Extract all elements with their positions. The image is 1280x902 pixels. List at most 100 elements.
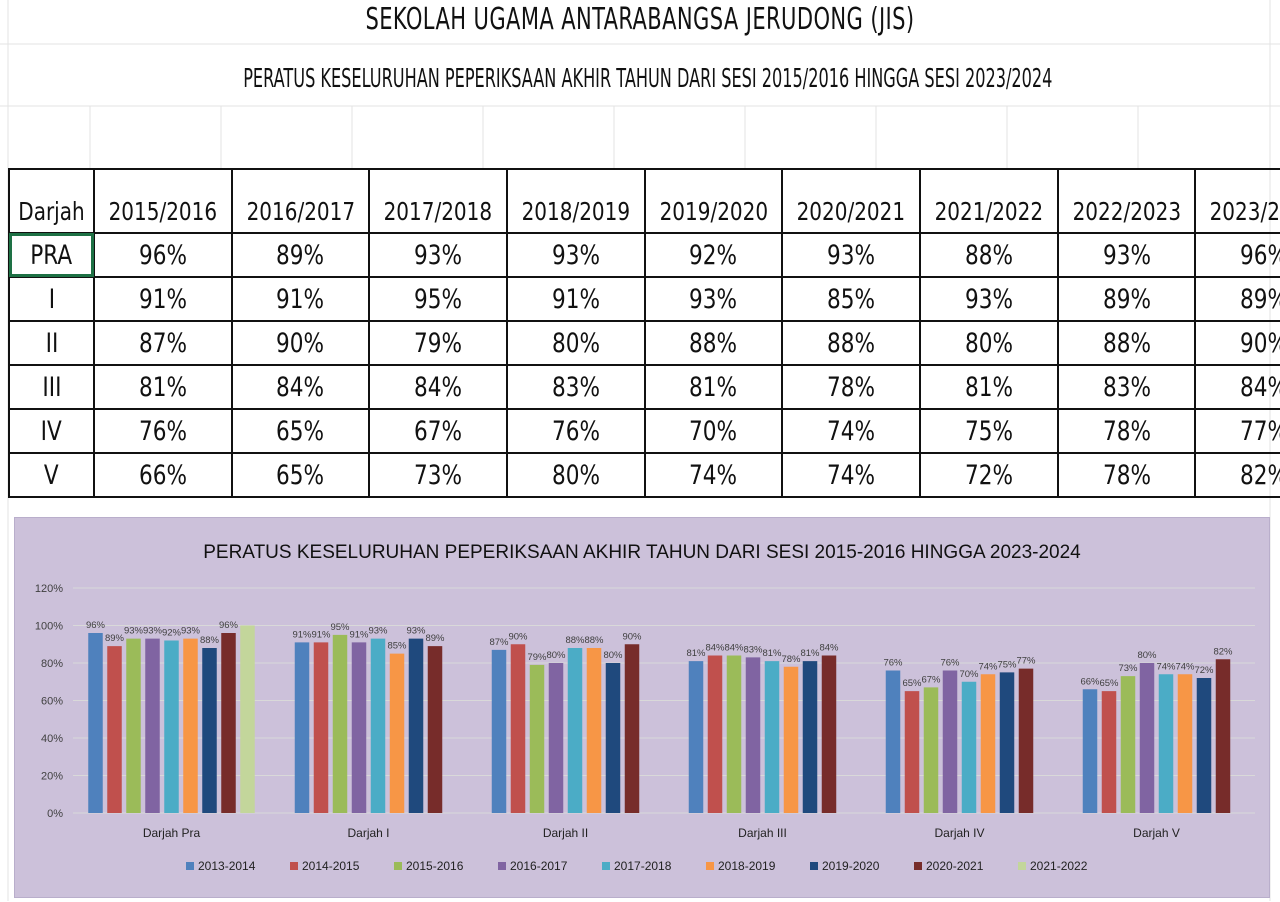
table-cell[interactable]: 77% [1194, 408, 1280, 454]
table-cell[interactable]: 67% [368, 408, 508, 454]
table-cell[interactable]: 80% [505, 452, 646, 498]
table-cell[interactable]: 76% [505, 408, 646, 454]
table-cell[interactable]: 88% [919, 232, 1059, 278]
header-cell[interactable]: 2015/2016 [92, 168, 233, 234]
table-cell[interactable]: 82% [1194, 452, 1280, 498]
table-cell[interactable]: 91% [505, 276, 646, 322]
table-cell[interactable]: 80% [505, 320, 646, 366]
table-cell[interactable]: 84% [368, 364, 508, 410]
table-cell[interactable]: 89% [1056, 276, 1197, 322]
table-cell[interactable]: 88% [643, 320, 784, 366]
table-cell[interactable]: 81% [643, 364, 784, 410]
table-cell[interactable]: 83% [1056, 364, 1197, 410]
table-cell[interactable]: 93% [368, 232, 508, 278]
header-cell[interactable]: 2016/2017 [230, 168, 371, 234]
header-cell[interactable]: 2020/2021 [781, 168, 921, 234]
table-cell[interactable]: 89% [1194, 276, 1280, 322]
table-cell[interactable]: 90% [230, 320, 371, 366]
table-cell[interactable]: 93% [1056, 232, 1197, 278]
table-cell[interactable]: 65% [230, 452, 371, 498]
table-cell[interactable]: 84% [230, 364, 371, 410]
x-tick-label: Darjah V [1133, 826, 1180, 840]
table-cell[interactable]: 72% [919, 452, 1059, 498]
table-cell[interactable]: 91% [92, 276, 233, 322]
table-cell[interactable]: 90% [1194, 320, 1280, 366]
data-label: 83% [743, 644, 763, 655]
header-cell[interactable]: Darjah [8, 168, 95, 234]
legend-swatch [602, 862, 610, 870]
table-cell[interactable]: 75% [919, 408, 1059, 454]
table-cell[interactable]: 93% [781, 232, 921, 278]
table-row: IV 76% 65% 67% 76% 70% 74% 75% 78% 77% [8, 408, 1280, 454]
x-tick-label: Darjah II [543, 826, 588, 840]
table-cell[interactable]: 95% [368, 276, 508, 322]
header-cell[interactable]: 2022/2023 [1056, 168, 1197, 234]
bar [1018, 668, 1034, 813]
table-cell[interactable]: 74% [643, 452, 784, 498]
header-cell[interactable]: 2023/2024 [1194, 168, 1280, 234]
data-label: 88% [200, 635, 220, 646]
table-cell[interactable]: 81% [919, 364, 1059, 410]
table-cell[interactable]: 81% [92, 364, 233, 410]
header-cell[interactable]: 2018/2019 [505, 168, 646, 234]
data-label: 80% [546, 650, 566, 661]
header-cell[interactable]: 2021/2022 [919, 168, 1059, 234]
table-cell[interactable]: III [8, 364, 95, 410]
table-cell[interactable]: 93% [505, 232, 646, 278]
table-row: II 87% 90% 79% 80% 88% 88% 80% 88% 90% [8, 320, 1280, 366]
table-cell[interactable]: 85% [781, 276, 921, 322]
bar [221, 633, 236, 813]
table-cell[interactable]: PRA [8, 232, 95, 278]
table-cell[interactable]: 78% [781, 364, 921, 410]
bar [408, 638, 424, 813]
bar [240, 625, 255, 813]
legend-swatch [290, 862, 298, 870]
table-cell[interactable]: 78% [1056, 408, 1197, 454]
legend-label: 2015-2016 [406, 859, 464, 873]
table-cell[interactable]: 70% [643, 408, 784, 454]
table-cell[interactable]: 78% [1056, 452, 1197, 498]
data-label: 91% [349, 629, 369, 640]
table-cell[interactable]: V [8, 452, 95, 498]
table-cell[interactable]: 96% [92, 232, 233, 278]
bar [202, 648, 217, 813]
header-cell[interactable]: 2019/2020 [643, 168, 784, 234]
table-cell[interactable]: 73% [368, 452, 508, 498]
table-cell[interactable]: 84% [1194, 364, 1280, 410]
legend-label: 2018-2019 [718, 859, 776, 873]
table-cell[interactable]: 91% [230, 276, 371, 322]
legend-swatch [810, 862, 818, 870]
table-cell[interactable]: 80% [919, 320, 1059, 366]
table-cell[interactable]: 96% [1194, 232, 1280, 278]
table-cell[interactable]: 93% [643, 276, 784, 322]
table-cell[interactable]: 74% [781, 452, 921, 498]
bar [1196, 678, 1212, 813]
data-label: 92% [162, 628, 182, 639]
table-cell[interactable]: I [8, 276, 95, 322]
table-cell[interactable]: 88% [781, 320, 921, 366]
table-cell[interactable]: 65% [230, 408, 371, 454]
table-cell[interactable]: 93% [919, 276, 1059, 322]
chart-container[interactable]: PERATUS KESELURUHAN PEPERIKSAAN AKHIR TA… [14, 517, 1270, 898]
bar [802, 661, 818, 813]
table-cell[interactable]: 79% [368, 320, 508, 366]
x-tick-label: Darjah III [738, 826, 787, 840]
bar [1158, 674, 1174, 813]
table-cell[interactable]: 88% [1056, 320, 1197, 366]
table-cell[interactable]: 87% [92, 320, 233, 366]
table-cell[interactable]: 92% [643, 232, 784, 278]
bar [999, 672, 1015, 813]
table-cell[interactable]: 74% [781, 408, 921, 454]
results-table: Darjah 2015/2016 2016/2017 2017/2018 201… [8, 168, 1280, 498]
bar [389, 653, 405, 813]
table-cell[interactable]: II [8, 320, 95, 366]
header-cell[interactable]: 2017/2018 [368, 168, 508, 234]
table-cell[interactable]: IV [8, 408, 95, 454]
table-cell[interactable]: 76% [92, 408, 233, 454]
data-label: 65% [1099, 678, 1119, 689]
data-label: 67% [921, 674, 941, 685]
table-cell[interactable]: 83% [505, 364, 646, 410]
table-cell[interactable]: 66% [92, 452, 233, 498]
table-row: I 91% 91% 95% 91% 93% 85% 93% 89% 89% [8, 276, 1280, 322]
table-cell[interactable]: 89% [230, 232, 371, 278]
